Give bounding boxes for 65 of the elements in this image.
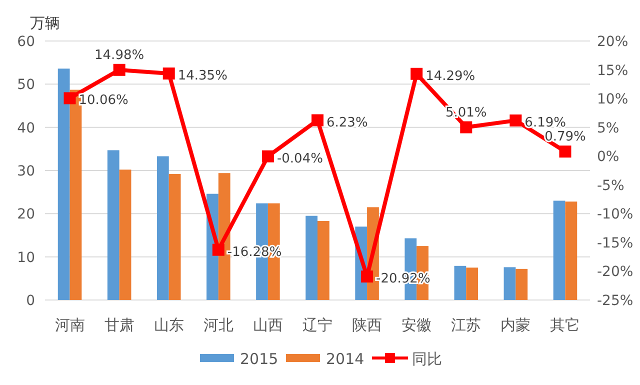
legend-label: 2015 <box>240 350 278 368</box>
x-tick-label: 陕西 <box>352 316 382 334</box>
y-axis-title: 万辆 <box>30 14 60 32</box>
y2-tick-label: -20% <box>597 264 634 280</box>
y2-tick-label: 15% <box>597 62 628 79</box>
bar <box>119 170 132 300</box>
point <box>162 68 175 80</box>
data-label: -16.28% <box>227 244 282 260</box>
data-label: 6.19% <box>524 115 566 130</box>
x-tick-label: 山东 <box>154 316 184 334</box>
y2-tick-label: -25% <box>597 293 634 309</box>
x-tick-label: 河南 <box>54 316 85 334</box>
data-label: 6.23% <box>326 115 368 130</box>
x-tick-label: 其它 <box>550 316 580 334</box>
y-tick-label: 50 <box>17 77 35 94</box>
bar <box>504 267 516 300</box>
point <box>64 92 76 104</box>
y2-tick-label: -10% <box>597 206 634 223</box>
bar <box>58 68 70 300</box>
x-tick-label: 安徽 <box>402 316 432 334</box>
data-label: 14.29% <box>426 68 476 84</box>
point <box>361 270 374 283</box>
x-tick-label: 甘肃 <box>104 316 134 334</box>
bar <box>466 268 478 300</box>
y-tick-label: 0 <box>26 293 35 309</box>
bar <box>516 268 528 300</box>
legend-label: 2014 <box>326 350 364 368</box>
bar <box>168 174 181 300</box>
y-tick-label: 20 <box>17 206 35 223</box>
y-tick-label: 60 <box>17 34 35 50</box>
point <box>510 114 522 126</box>
y-tick-label: 40 <box>17 120 35 136</box>
bar <box>454 266 466 300</box>
y2-tick-label: 0% <box>597 149 620 166</box>
bar <box>70 90 82 300</box>
point <box>559 146 572 158</box>
x-tick-label: 辽宁 <box>302 316 332 334</box>
point <box>113 64 126 76</box>
point <box>262 150 274 162</box>
point <box>212 244 224 256</box>
legend-label: 同比 <box>412 350 442 368</box>
data-label: 14.35% <box>178 68 228 84</box>
bar <box>318 221 330 300</box>
x-tick-label: 山西 <box>252 316 283 334</box>
y-tick-label: 30 <box>17 164 35 180</box>
bar <box>306 216 318 300</box>
y2-tick-label: -15% <box>597 235 634 252</box>
bar <box>553 200 566 300</box>
point <box>312 114 324 126</box>
y2-tick-label: 20% <box>597 34 628 50</box>
point <box>460 121 472 134</box>
data-label: -0.04% <box>276 151 323 166</box>
data-label: 14.98% <box>94 48 144 63</box>
y-tick-label: 10 <box>17 250 35 266</box>
y2-tick-label: -5% <box>597 178 624 194</box>
point <box>410 68 423 80</box>
bar <box>565 202 578 300</box>
data-label: 0.79% <box>544 130 586 145</box>
bar <box>156 156 169 300</box>
x-tick-label: 河北 <box>203 316 234 334</box>
x-tick-label: 江苏 <box>451 316 482 334</box>
y2-tick-label: 10% <box>597 92 628 108</box>
x-tick-label: 内蒙 <box>500 316 531 334</box>
y2-tick-label: 5% <box>597 120 620 136</box>
bar <box>107 150 120 300</box>
